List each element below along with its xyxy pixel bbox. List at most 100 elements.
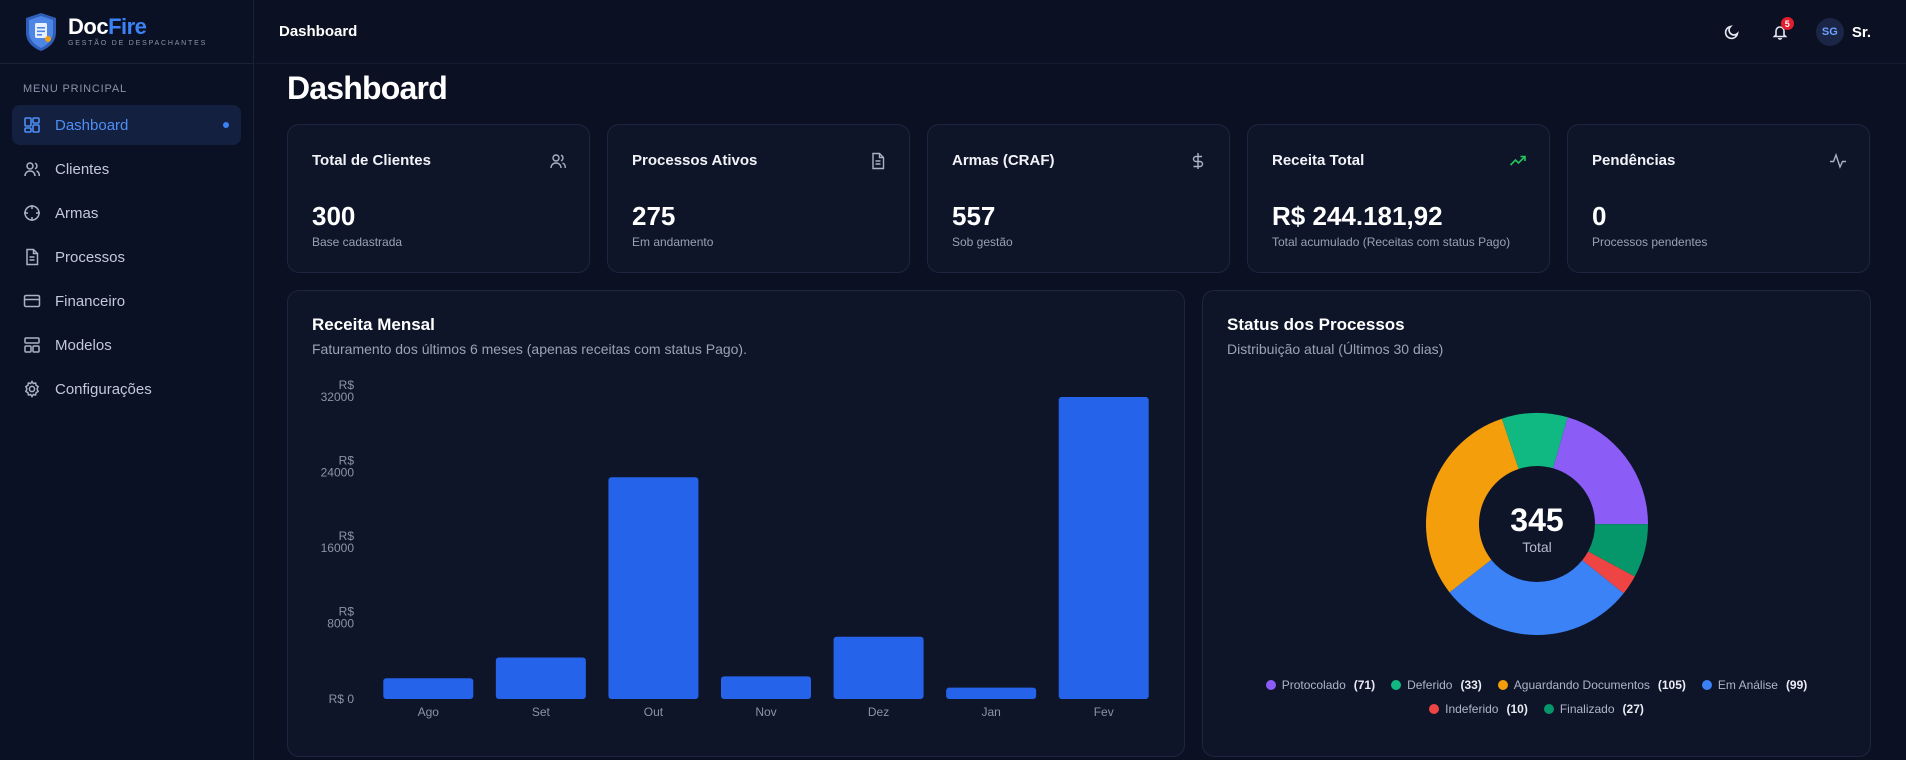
bar-jan[interactable] [946, 687, 1037, 699]
legend-count: (71) [1353, 678, 1376, 692]
sidebar-nav: Dashboard Clientes Armas Processos Fi [0, 98, 253, 409]
legend-item[interactable]: Aguardando Documentos (105) [1497, 678, 1686, 692]
stat-card-clientes: Total de Clientes 300 Base cadastrada [287, 124, 590, 273]
slice-aguardando-documentos[interactable] [1426, 418, 1519, 593]
y-tick-label: 32000 [321, 390, 355, 404]
stat-value: 557 [952, 201, 996, 231]
users-icon [23, 160, 41, 178]
x-tick-label: Ago [418, 705, 440, 719]
bar-fev[interactable] [1058, 397, 1149, 699]
notifications-button[interactable]: 5 [1768, 17, 1794, 44]
x-tick-label: Nov [755, 705, 776, 719]
brand-name: DocFire [68, 14, 147, 39]
legend-item[interactable]: Finalizado (27) [1543, 702, 1644, 716]
slice-finalizado[interactable] [1588, 524, 1648, 577]
legend-label: Indeferido [1445, 702, 1499, 716]
stat-subtitle: Sob gestão [952, 235, 1013, 249]
revenue-panel: Receita Mensal Faturamento dos últimos 6… [287, 290, 1185, 757]
legend-swatch [1391, 680, 1402, 690]
donut-total-value: 345 [1510, 502, 1563, 538]
legend-item[interactable]: Em Análise (99) [1701, 678, 1808, 692]
sidebar-item-financeiro[interactable]: Financeiro [12, 281, 241, 321]
stat-value: R$ 244.181,92 [1272, 201, 1443, 231]
template-icon [23, 336, 41, 354]
legend-count: (33) [1460, 678, 1482, 692]
bar-set[interactable] [495, 657, 586, 699]
bar-dez[interactable] [833, 636, 924, 699]
x-tick-label: Fev [1094, 705, 1114, 719]
legend-count: (27) [1622, 702, 1644, 716]
sidebar-item-label: Armas [55, 204, 99, 222]
sidebar-item-clientes[interactable]: Clientes [12, 149, 241, 189]
x-tick-label: Jan [981, 705, 1000, 719]
brand[interactable]: DocFire GESTÃO DE DESPACHANTES [0, 0, 253, 64]
avatar[interactable]: SG [1815, 18, 1844, 46]
legend-label: Em Análise [1717, 678, 1778, 692]
bar-out[interactable] [608, 477, 699, 699]
donut-total-label: Total [1522, 539, 1552, 555]
theme-toggle-button[interactable] [1720, 20, 1744, 44]
sidebar-item-armas[interactable]: Armas [12, 193, 241, 233]
y-tick-label: 8000 [327, 617, 354, 631]
stat-value: 0 [1592, 201, 1607, 231]
bar-ago[interactable] [383, 678, 474, 699]
stat-label: Total de Clientes [312, 152, 431, 169]
activity-icon [1830, 152, 1846, 169]
legend-item[interactable]: Protocolado (71) [1265, 678, 1376, 692]
legend-row: Protocolado (71) Deferido (33) Aguardando Do… [1203, 678, 1870, 692]
slice-em-análise[interactable] [1449, 559, 1624, 635]
sidebar-item-label: Clientes [55, 160, 110, 178]
topbar: Dashboard 5 SG Sr. [255, 0, 1906, 64]
user-name[interactable]: Sr. [1851, 23, 1871, 41]
stat-card-pendencias: Pendências 0 Processos pendentes [1567, 124, 1870, 273]
legend-swatch [1265, 680, 1276, 690]
legend-row: Indeferido (10) Finalizado (27) [1203, 702, 1870, 716]
x-tick-label: Set [532, 705, 551, 719]
card-icon [23, 292, 41, 310]
sidebar-item-label: Dashboard [55, 116, 129, 134]
sidebar-item-label: Financeiro [55, 292, 126, 310]
legend-swatch [1497, 680, 1508, 690]
sidebar-item-configuracoes[interactable]: Configurações [12, 369, 241, 409]
y-tick-label: R$ 0 [329, 692, 355, 706]
active-indicator-dot [223, 122, 229, 128]
y-tick-label-prefix: R$ [339, 529, 355, 543]
panel-title: Status dos Processos [1227, 315, 1405, 334]
stat-subtitle: Em andamento [632, 235, 714, 249]
legend-item[interactable]: Deferido (33) [1391, 678, 1482, 692]
stat-value: 300 [312, 201, 356, 231]
file-icon [23, 248, 41, 266]
sidebar-item-label: Processos [55, 248, 126, 266]
x-tick-label: Out [644, 705, 664, 719]
dashboard-icon [23, 116, 41, 134]
sidebar: DocFire GESTÃO DE DESPACHANTES MENU PRIN… [0, 0, 254, 760]
panel-title: Receita Mensal [312, 315, 435, 334]
legend-label: Deferido [1407, 678, 1453, 692]
menu-section-title: MENU PRINCIPAL [23, 83, 127, 95]
slice-deferido[interactable] [1501, 413, 1568, 469]
page-title: Dashboard [287, 70, 448, 106]
sidebar-item-modelos[interactable]: Modelos [12, 325, 241, 365]
legend-label: Aguardando Documentos [1513, 678, 1650, 692]
stat-label: Receita Total [1272, 152, 1365, 169]
legend-count: (10) [1506, 702, 1528, 716]
slice-protocolado[interactable] [1552, 417, 1648, 525]
panel-subtitle: Faturamento dos últimos 6 meses (apenas … [312, 341, 747, 357]
slice-indeferido[interactable] [1582, 551, 1635, 594]
stat-subtitle: Base cadastrada [312, 235, 403, 249]
y-tick-label: 16000 [321, 541, 355, 555]
panel-subtitle: Distribuição atual (Últimos 30 dias) [1227, 341, 1444, 357]
bar-nov[interactable] [721, 676, 811, 699]
legend-count: (99) [1785, 678, 1808, 692]
sidebar-item-processos[interactable]: Processos [12, 237, 241, 277]
shield-logo-icon [26, 12, 56, 51]
legend-item[interactable]: Indeferido (10) [1429, 702, 1528, 716]
legend-swatch [1701, 680, 1712, 690]
stat-card-processos: Processos Ativos 275 Em andamento [607, 124, 910, 273]
top-actions: 5 SG Sr. [1720, 0, 1906, 64]
sidebar-item-dashboard[interactable]: Dashboard [12, 105, 241, 145]
breadcrumb: Dashboard [279, 23, 358, 40]
users-icon [550, 154, 566, 169]
